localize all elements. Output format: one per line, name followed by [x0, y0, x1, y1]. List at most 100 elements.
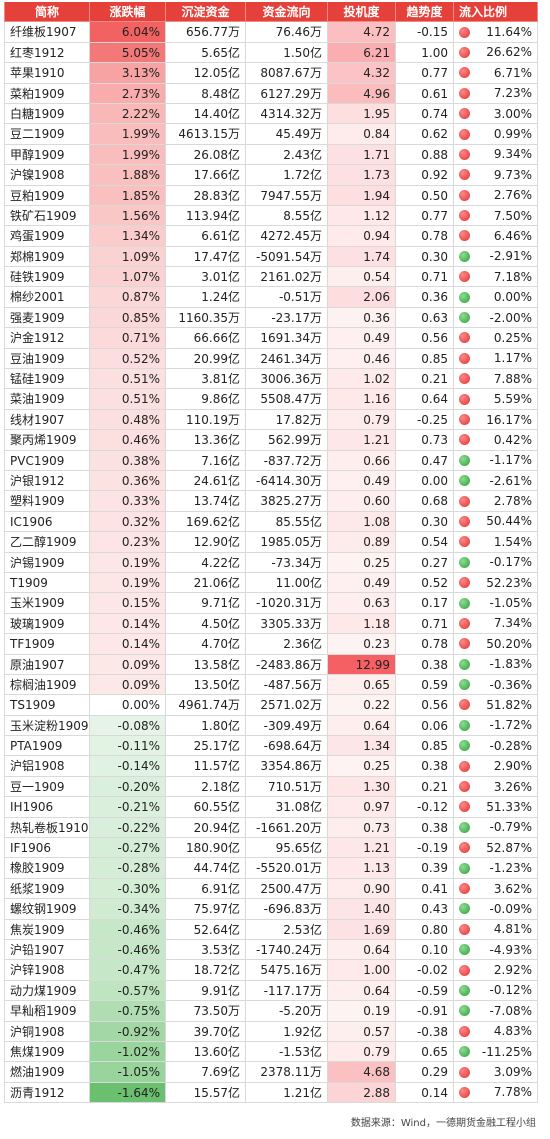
fund-flow: 85.55亿 — [246, 511, 328, 533]
fund-flow: -0.51万 — [246, 287, 328, 308]
inflow-ratio: 26.62% — [454, 42, 538, 64]
flow-dot — [459, 944, 470, 956]
fund-flow: -5.20万 — [246, 1001, 328, 1022]
contract-name: IH1906 — [4, 797, 90, 818]
change-pct: 0.23% — [90, 532, 166, 553]
speculation: 0.19 — [328, 1001, 396, 1022]
trend: 0.56 — [396, 695, 454, 716]
table-row: PTA1909 -0.11% 25.17亿 -698.64万 1.34 0.85 -0.28… — [4, 736, 538, 757]
flow-dot — [459, 781, 470, 793]
contract-name: 沪铝1908 — [4, 756, 90, 777]
trend: 1.00 — [396, 42, 454, 64]
column-header: 投机度 — [328, 2, 396, 23]
change-pct: 5.05% — [90, 42, 166, 64]
flow-dot — [459, 434, 470, 446]
speculation: 6.21 — [328, 42, 396, 64]
table-row: 豆油1909 0.52% 20.99亿 2461.34万 0.46 0.85 1.17% — [4, 348, 538, 370]
table-row: 铁矿石1909 1.56% 113.94亿 8.55亿 1.12 0.77 7.50% — [4, 205, 538, 227]
inflow-ratio: -1.83% — [454, 654, 538, 675]
flow-dot — [459, 862, 470, 874]
speculation: 1.21 — [328, 838, 396, 859]
inflow-ratio: 7.23% — [454, 83, 538, 104]
inflow-ratio: -0.09% — [454, 899, 538, 920]
inflow-ratio: 2.78% — [454, 491, 538, 512]
table-row: 沪铜1908 -0.92% 39.70亿 1.92亿 0.57 -0.38 4.83% — [4, 1021, 538, 1042]
fund-flow: 95.65亿 — [246, 838, 328, 859]
change-pct: 1.56% — [90, 205, 166, 227]
contract-name: 玻璃1909 — [4, 613, 90, 635]
inflow-ratio: 2.92% — [454, 960, 538, 981]
speculation: 0.60 — [328, 491, 396, 512]
inflow-ratio: -2.00% — [454, 307, 538, 329]
table-row: TS1909 0.00% 4961.74万 2571.02万 0.22 0.56 51.82… — [4, 695, 538, 716]
fund-flow: -1740.24万 — [246, 939, 328, 961]
inflow-ratio: 16.17% — [454, 409, 538, 431]
trend: -0.12 — [396, 797, 454, 818]
flow-dot — [459, 26, 470, 38]
trend: 0.14 — [396, 1082, 454, 1104]
flow-dot — [459, 352, 470, 364]
change-pct: 0.00% — [90, 695, 166, 716]
table-row: 早籼稻1909 -0.75% 73.50万 -5.20万 0.19 -0.91 -7.08% — [4, 1001, 538, 1022]
change-pct: -1.64% — [90, 1082, 166, 1104]
trend: 0.68 — [396, 491, 454, 512]
table-row: 沪镍1908 1.88% 17.66亿 1.72亿 1.73 0.92 9.73% — [4, 165, 538, 186]
contract-name: 橡胶1909 — [4, 858, 90, 879]
settled-funds: 20.94亿 — [166, 817, 246, 839]
inflow-ratio-text: -1.72% — [489, 718, 532, 733]
fund-flow: 6127.29万 — [246, 83, 328, 104]
change-pct: 0.14% — [90, 613, 166, 635]
inflow-ratio: 51.33% — [454, 797, 538, 818]
flow-dot — [459, 638, 470, 650]
inflow-ratio-text: 6.46% — [493, 229, 532, 243]
inflow-ratio-text: 5.59% — [493, 392, 532, 407]
table-row: 苹果1910 3.13% 12.05亿 8087.67万 4.32 0.77 6.71% — [4, 63, 538, 84]
trend: 0.39 — [396, 858, 454, 879]
flow-dot — [459, 332, 470, 344]
table-row: 沪铅1907 -0.46% 3.53亿 -1740.24万 0.64 0.10 -4.93% — [4, 939, 538, 961]
contract-name: 玉米淀粉1909 — [4, 715, 90, 737]
flow-dot — [459, 515, 470, 527]
flow-dot — [459, 679, 470, 691]
settled-funds: 66.66亿 — [166, 328, 246, 349]
speculation: 0.49 — [328, 572, 396, 594]
change-pct: -0.30% — [90, 878, 166, 900]
fund-flow: -2483.86万 — [246, 654, 328, 675]
flow-dot — [459, 536, 470, 548]
fund-flow: -696.83万 — [246, 899, 328, 920]
flow-dot — [459, 312, 470, 324]
contract-name: 棉纱2001 — [4, 287, 90, 308]
speculation: 1.94 — [328, 185, 396, 206]
fund-flow: 2.53亿 — [246, 919, 328, 940]
contract-name: 菜油1909 — [4, 389, 90, 410]
inflow-ratio: -0.17% — [454, 552, 538, 573]
inflow-ratio-text: 9.34% — [493, 147, 532, 162]
trend: 0.71 — [396, 613, 454, 635]
inflow-ratio: -1.23% — [454, 858, 538, 879]
trend: 0.30 — [396, 246, 454, 268]
trend: 0.52 — [396, 572, 454, 594]
inflow-ratio-text: -4.93% — [489, 942, 532, 957]
change-pct: -0.57% — [90, 980, 166, 1002]
inflow-ratio-text: 0.25% — [493, 330, 532, 345]
fund-flow: 5508.47万 — [246, 389, 328, 410]
column-header: 沉淀资金 — [166, 2, 246, 23]
change-pct: 0.71% — [90, 328, 166, 349]
fund-flow: -309.49万 — [246, 715, 328, 737]
change-pct: 0.15% — [90, 593, 166, 614]
trend: 0.64 — [396, 389, 454, 410]
inflow-ratio: 7.88% — [454, 369, 538, 390]
contract-name: 焦煤1909 — [4, 1041, 90, 1063]
change-pct: 2.22% — [90, 103, 166, 125]
speculation: 0.22 — [328, 695, 396, 716]
fund-flow: -5520.01万 — [246, 858, 328, 879]
speculation: 1.34 — [328, 736, 396, 757]
contract-name: 沪锡1909 — [4, 552, 90, 573]
contract-name: 沪铅1907 — [4, 939, 90, 961]
table-row: 锰硅1909 0.51% 3.81亿 3006.36万 1.02 0.21 7.88% — [4, 369, 538, 390]
trend: 0.61 — [396, 83, 454, 104]
contract-name: 玉米1909 — [4, 593, 90, 614]
inflow-ratio-text: 52.87% — [486, 840, 532, 855]
fund-flow: 1.50亿 — [246, 42, 328, 64]
inflow-ratio-text: -1.23% — [489, 861, 532, 876]
